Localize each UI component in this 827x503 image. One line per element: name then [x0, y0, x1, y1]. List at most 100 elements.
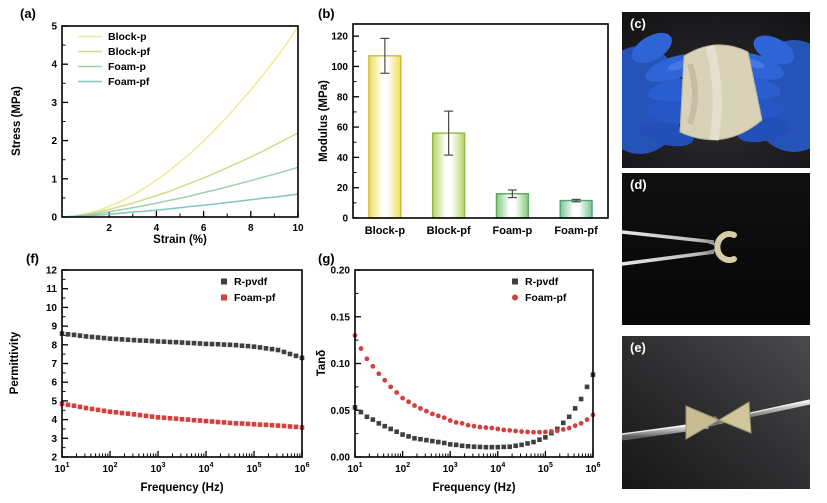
legend: R-pvdf Foam-pf	[221, 276, 276, 304]
x-tick-label: 101	[347, 462, 362, 475]
legend-label: Block-pf	[108, 46, 151, 58]
permittivity-chart: 101 102 103 104 105 106 2 3 4 5 6 7 8 9 10 11 12 R-pvdf Fo…	[9, 266, 310, 495]
series-points-Foam-pf	[352, 333, 596, 435]
axis-tick-labels: 2 4 6 8 10 0 1 2 3 4 5	[51, 22, 304, 235]
legend-label: R-pvdf	[525, 276, 559, 288]
x-tick-label: 4	[154, 223, 160, 234]
y-tick-label: 3	[51, 98, 57, 109]
y-tick-label: 0.05	[331, 406, 351, 417]
axis-ticks	[62, 25, 299, 218]
y-axis-label: Stress (MPa)	[11, 86, 23, 156]
x-tick-label: 105	[246, 462, 261, 475]
x-tick-label: 106	[585, 462, 600, 475]
category-label: Block-pf	[427, 225, 471, 237]
y-axis-label: Tanδ	[316, 350, 328, 377]
error-bar	[571, 198, 581, 203]
tand-chart: 101 102 103 104 105 106 0.00 0.05 0.10 0.15 0.20 R-…	[316, 266, 601, 495]
error-bar	[444, 110, 454, 156]
foam-sheet	[679, 44, 763, 141]
plot-frame	[61, 269, 303, 458]
y-tick-label: 9	[51, 322, 57, 333]
series-points-Foam-pf	[59, 401, 305, 430]
x-tick-label: 10	[292, 223, 304, 234]
y-tick-label: 0.15	[331, 312, 351, 323]
x-tick-label: 106	[294, 462, 309, 475]
x-tick-label: 6	[201, 223, 207, 234]
modulus-bar-chart: 0 20 40 60 80 100 120 Block-p Block-pf Foam-p Foam…	[318, 23, 609, 237]
y-tick-label: 0	[342, 214, 348, 225]
photo-e-background	[622, 336, 810, 489]
category-label: Foam-p	[493, 225, 533, 237]
twisted-foam-piece	[685, 401, 752, 440]
photo-e-rod-foam: (e)	[622, 336, 810, 489]
plot-frame	[354, 269, 594, 458]
bar-Foam-pf	[559, 199, 593, 219]
plot-frame	[61, 25, 299, 218]
photo-d-tweezers: (d)	[622, 173, 810, 325]
panel-a-label: (a)	[20, 6, 36, 21]
axis-tick-labels: 101 102 103 104 105 106 0.00 0.05 0.10 0.15 0.20	[331, 266, 601, 476]
y-tick-label: 0	[51, 213, 57, 224]
x-axis-label: Strain (%)	[153, 234, 207, 246]
x-tick-label: 104	[198, 462, 213, 475]
axis-ticks	[353, 35, 359, 219]
x-axis-label: Frequency (Hz)	[432, 482, 515, 494]
x-tick-label: 8	[248, 223, 254, 234]
y-tick-label: 5	[51, 22, 57, 33]
y-tick-label: 100	[331, 62, 348, 73]
panel-b-label: (b)	[318, 6, 335, 21]
y-tick-label: 6	[51, 378, 57, 389]
y-tick-label: 3	[51, 434, 57, 445]
photo-c-foam-bending: (c)	[622, 12, 810, 168]
photo-c-image	[622, 12, 810, 168]
y-tick-label: 0.20	[331, 266, 351, 277]
y-tick-label: 11	[46, 284, 57, 295]
y-tick-label: 120	[331, 32, 348, 43]
photo-e-label: (e)	[630, 340, 646, 355]
y-tick-label: 10	[46, 303, 58, 314]
series-line-Foam-p	[61, 166, 299, 218]
y-tick-label: 0.10	[331, 359, 351, 370]
y-axis-label: Modulus (MPa)	[318, 80, 330, 162]
x-tick-label: 102	[102, 462, 117, 475]
series-line-Foam-pf	[61, 193, 299, 218]
y-tick-label: 4	[51, 60, 57, 71]
y-tick-label: 60	[337, 123, 349, 134]
y-tick-label: 40	[337, 153, 349, 164]
x-tick-label: 2	[106, 223, 112, 234]
y-tick-label: 5	[51, 396, 57, 407]
y-tick-label: 12	[46, 266, 58, 277]
plot-frame	[352, 23, 609, 219]
category-label: Block-p	[365, 225, 406, 237]
legend-label: Foam-pf	[525, 292, 567, 304]
x-tick-label: 102	[395, 462, 410, 475]
y-tick-label: 20	[337, 183, 349, 194]
series-line-Block-pf	[61, 132, 299, 218]
y-tick-label: 2	[51, 136, 57, 147]
error-bar	[507, 189, 517, 199]
legend: Block-p Block-pf Foam-p Foam-pf	[78, 31, 151, 88]
y-tick-label: 7	[51, 359, 57, 370]
x-tick-label: 101	[54, 462, 69, 475]
legend: R-pvdf Foam-pf	[512, 276, 567, 304]
panel-f-permittivity: (f) 101 102 103 104 105 106 2 3 4 5 6 7 8 9 10 11 12 R-pv…	[0, 250, 315, 503]
y-tick-label: 0.00	[331, 453, 351, 464]
legend-label: Block-p	[108, 31, 147, 43]
series-points-R-pvdf	[59, 331, 305, 361]
y-tick-label: 4	[51, 415, 57, 426]
category-label: Foam-pf	[554, 225, 598, 237]
photo-c-label: (c)	[630, 16, 646, 31]
axis-tick-labels: 0 20 40 60 80 100 120 Block-p Block-pf Foam-p Foam…	[331, 32, 598, 237]
y-tick-label: 2	[51, 453, 57, 464]
legend-label: R-pvdf	[234, 276, 268, 288]
photo-e-image	[622, 336, 810, 489]
stress-strain-chart: 2 4 6 8 10 0 1 2 3 4 5 Block-p Block-pf Foam-p Foam-pf…	[11, 22, 304, 247]
x-axis-label: Frequency (Hz)	[140, 482, 223, 494]
series-line-Block-p	[61, 25, 299, 218]
error-bar	[380, 37, 390, 74]
legend-label: Foam-pf	[108, 76, 150, 88]
series-points-R-pvdf	[352, 372, 596, 450]
x-tick-label: 103	[150, 462, 165, 475]
y-axis-label: Permittivity	[9, 331, 21, 394]
